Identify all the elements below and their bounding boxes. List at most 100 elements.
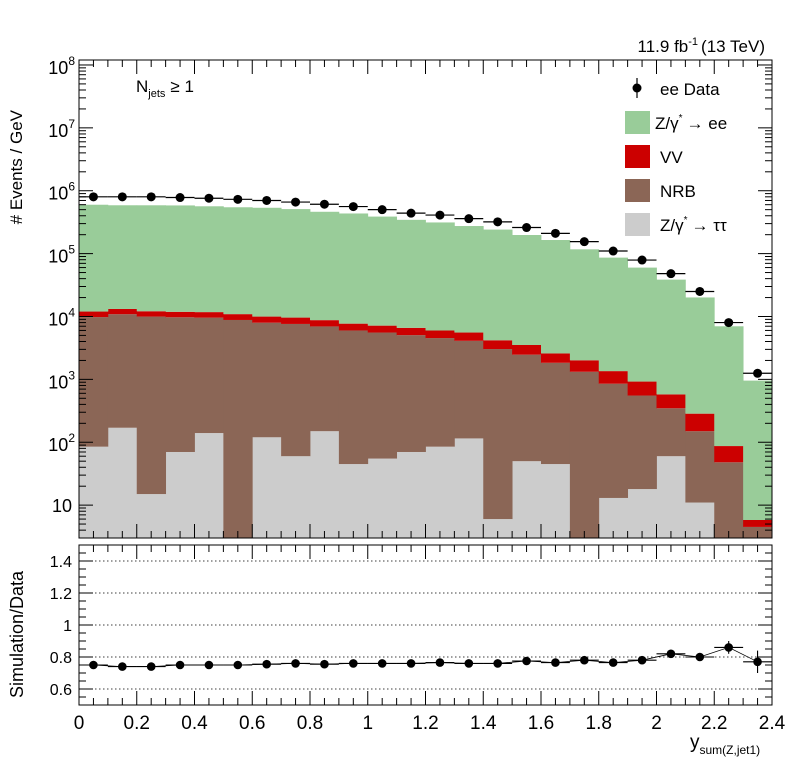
bar-nrb-12 [425, 338, 455, 447]
data-point-21 [695, 286, 705, 296]
bar-nrb-7 [281, 323, 311, 457]
bar-ztt-1 [107, 427, 138, 538]
bar-ztt-2 [136, 494, 167, 538]
ratio-point-6 [262, 659, 271, 669]
data-point-11 [406, 208, 416, 218]
bar-vv-3 [165, 311, 195, 318]
data-point-10 [377, 205, 387, 215]
bar-zee-12 [425, 222, 455, 331]
y-tick-label-top: 108 [48, 54, 75, 78]
stacked-histogram [79, 204, 773, 538]
bar-nrb-2 [136, 316, 167, 495]
bar-vv-9 [338, 323, 369, 331]
legend-item-data: ee Data [632, 78, 720, 99]
y-tick-label-top: 104 [48, 305, 75, 329]
ratio-point-11 [406, 659, 416, 668]
ratio-point-15 [522, 656, 531, 666]
bar-ztt-3 [165, 451, 195, 538]
x-axis-title: ysum(Z,jet1) [690, 732, 760, 757]
data-point-8 [319, 199, 329, 209]
y-axis-title-bottom: Simulation/Data [7, 570, 27, 698]
ratio-point-9 [349, 659, 358, 668]
bar-ztt-6 [252, 437, 282, 538]
bar-nrb-17 [569, 371, 600, 538]
legend-item-zee: Z/γ* → ee [625, 111, 727, 134]
y-tick-label-bottom: 0.6 [50, 682, 72, 699]
bar-nrb-10 [367, 332, 398, 459]
bar-nrb-4 [194, 317, 224, 434]
data-point-18 [608, 246, 618, 256]
bar-ztt-16 [541, 464, 571, 538]
legend-swatch-nrb [625, 179, 650, 202]
ratio-point-13 [464, 659, 474, 668]
bar-nrb-16 [541, 362, 571, 465]
x-tick-label: 1.8 [586, 713, 612, 734]
data-point-0 [88, 192, 98, 202]
data-point-12 [435, 210, 445, 220]
bar-zee-8 [310, 211, 340, 321]
bar-ztt-0 [79, 446, 109, 538]
bar-nrb-20 [656, 408, 686, 457]
bar-ztt-19 [627, 489, 657, 538]
y-tick-label-top: 103 [48, 368, 75, 392]
legend-swatch-zee [625, 111, 650, 134]
bar-vv-2 [136, 311, 167, 317]
bar-zee-13 [454, 226, 484, 333]
bar-ztt-13 [454, 438, 484, 538]
bar-nrb-11 [396, 335, 426, 452]
bar-vv-20 [656, 394, 686, 409]
legend-swatch-ztt [625, 213, 650, 236]
data-point-19 [637, 255, 647, 265]
bar-nrb-5 [223, 319, 253, 538]
bar-vv-12 [425, 330, 455, 339]
bar-vv-17 [569, 360, 600, 372]
bar-vv-1 [107, 308, 138, 315]
legend-label-data: ee Data [660, 80, 720, 99]
data-point-9 [348, 202, 358, 212]
y-axis-title-top: # Events / GeV [7, 109, 26, 224]
bar-nrb-9 [338, 330, 369, 465]
data-point-4 [204, 193, 214, 203]
data-point-23 [753, 368, 763, 378]
bar-vv-16 [541, 353, 571, 363]
bar-vv-8 [310, 320, 340, 327]
data-point-7 [291, 197, 301, 207]
x-tick-label: 1 [362, 713, 373, 734]
ratio-point-12 [435, 658, 445, 667]
x-tick-label: 2.4 [759, 713, 786, 734]
x-tick-label: 1.2 [412, 713, 438, 734]
ratio-point-1 [118, 662, 127, 671]
bar-zee-9 [338, 213, 369, 324]
bar-ztt-9 [338, 464, 369, 538]
x-ticks-top [78, 60, 773, 538]
ratio-point-5 [233, 660, 243, 670]
bar-vv-0 [79, 311, 109, 318]
bar-zee-7 [281, 209, 311, 318]
y-tick-label-top: 105 [48, 243, 75, 267]
bar-vv-15 [512, 345, 542, 355]
bar-zee-20 [656, 279, 686, 395]
bar-zee-3 [165, 205, 195, 312]
bar-vv-14 [483, 340, 513, 350]
legend-label-zee: Z/γ* → ee [655, 113, 727, 133]
bar-ztt-20 [656, 456, 686, 538]
bar-vv-21 [685, 413, 715, 432]
x-tick-label: 0.6 [239, 713, 265, 734]
data-point-2 [146, 192, 156, 202]
bar-nrb-13 [454, 340, 484, 439]
x-tick-label: 1.4 [470, 713, 497, 734]
ratio-point-17 [580, 655, 589, 665]
x-tick-label: 2.2 [701, 713, 727, 734]
data-point-14 [493, 217, 503, 227]
bar-ztt-7 [281, 456, 311, 538]
ratio-point-21 [695, 652, 705, 662]
bar-ztt-14 [483, 519, 513, 538]
bar-zee-6 [252, 207, 282, 317]
bar-vv-11 [396, 327, 426, 336]
ratio-point-16 [551, 658, 560, 667]
bar-vv-19 [627, 381, 657, 396]
y-tick-label-bottom: 1 [63, 618, 72, 635]
data-point-5 [233, 194, 243, 204]
ratio-plot: 0.6 0.8 1 1.2 1.4 0 0.2 0.4 0.6 0.8 1 1.2 1.4 1.6 1.8 2… [50, 544, 786, 734]
